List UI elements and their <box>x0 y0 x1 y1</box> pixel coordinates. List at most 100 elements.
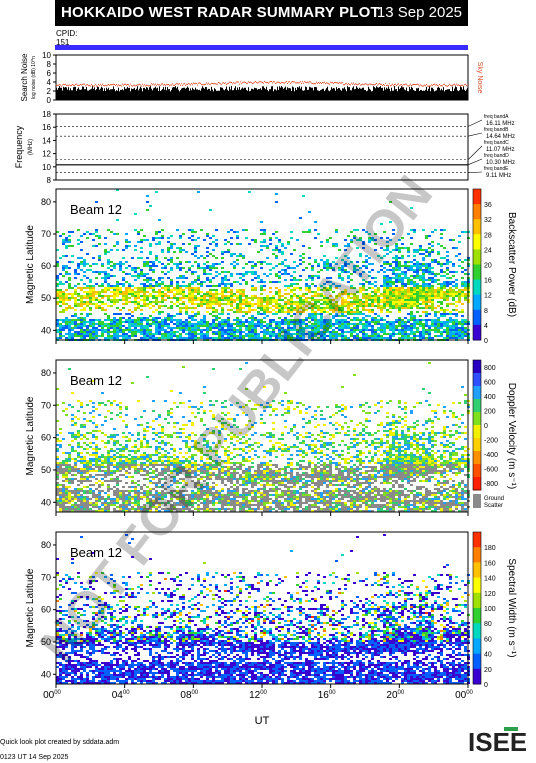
ground-scatter-label-1: Ground <box>484 496 504 502</box>
sky-noise-series <box>56 81 468 87</box>
colorbar-swatch <box>473 219 481 235</box>
freq-band-leader <box>467 119 483 127</box>
colorbar-swatch <box>473 638 481 655</box>
colorbar-label: Doppler Velocity (m s⁻¹) <box>506 383 517 489</box>
ut-tick-label: 0400 <box>112 690 130 701</box>
ut-tick-label: 0800 <box>180 690 198 701</box>
freq-band-name: freq bandC <box>484 140 509 146</box>
colorbar-tick-label: -800 <box>484 481 498 488</box>
colorbar-swatch <box>473 294 481 311</box>
freq-band-label: 11.07 MHz <box>486 147 515 153</box>
colorbar-tick-label: 400 <box>484 394 496 401</box>
lat-ytick-label: 70 <box>41 400 51 410</box>
noise-ytick-label: 0 <box>47 96 52 105</box>
plot-header: HOKKAIDO WEST RADAR SUMMARY PLOT 13 Sep … <box>55 0 468 26</box>
freq-band-name: freq bandE <box>484 166 509 172</box>
ground-scatter-swatch <box>473 494 481 508</box>
colorbar-swatch <box>473 412 481 426</box>
freq-ytick-label: 12 <box>42 150 51 159</box>
rti-cells <box>56 191 470 341</box>
noise-ytick-label: 6 <box>47 69 52 78</box>
freq-ylabel: Frequency <box>14 125 24 168</box>
lat-ytick-label: 40 <box>41 325 51 335</box>
colorbar-swatch <box>473 438 481 452</box>
colorbar-swatch <box>473 464 481 478</box>
colorbar-tick-label: 0 <box>484 682 488 689</box>
ut-tick-label: 0000 <box>43 690 61 701</box>
rti-cells <box>56 287 470 313</box>
lat-ytick-label: 70 <box>41 229 51 239</box>
noise-ytick-label: 4 <box>47 78 52 87</box>
footer-timestamp: 0123 UT 14 Sep 2025 <box>0 754 69 761</box>
freq-band-name: freq bandA <box>484 114 509 120</box>
lat-ylabel: Magnetic Latitude <box>25 225 36 304</box>
colorbar-tick-label: 24 <box>484 247 492 254</box>
freq-band-leader <box>467 158 483 166</box>
noise-ylabel: Search Noise <box>20 53 29 102</box>
rti-cells <box>56 534 470 684</box>
rti-cells <box>56 572 470 642</box>
lat-ytick-label: 50 <box>41 293 51 303</box>
cpid-value: 151 <box>56 38 70 47</box>
noise-ytick-label: 10 <box>42 51 51 60</box>
colorbar-tick-label: 600 <box>484 380 496 387</box>
rti-panel-power: 40 50 60 70 80 Magnetic Latitude Beam 12 0 4 8 12 1… <box>25 188 517 345</box>
colorbar-tick-label: -200 <box>484 437 498 444</box>
freq-band-name: freq bandB <box>484 127 509 133</box>
lat-ylabel: Magnetic Latitude <box>25 396 36 475</box>
logo-text: ISEE <box>468 727 526 755</box>
colorbar-tick-label: 20 <box>484 263 492 270</box>
lat-ytick-label: 40 <box>41 497 51 507</box>
colorbar-swatch <box>473 234 481 250</box>
colorbar-tick-label: 100 <box>484 606 496 613</box>
colorbar-tick-label: 4 <box>484 323 488 330</box>
freq-band-leader <box>467 171 483 173</box>
freq-band-label: 9.11 MHz <box>486 173 511 179</box>
lat-ytick-label: 60 <box>41 261 51 271</box>
noise-ylabel-sub: log noise (dB) 10^n <box>31 56 37 99</box>
noise-ytick-label: 2 <box>47 87 52 96</box>
rti-cells <box>56 362 470 512</box>
freq-band-leader <box>467 132 483 137</box>
rti-cells <box>56 562 467 642</box>
frequency-frame <box>55 113 469 181</box>
colorbar-tick-label: 40 <box>484 652 492 659</box>
freq-ylabel-sub: (MHz) <box>28 139 34 155</box>
colorbar-tick-label: 0 <box>484 338 488 345</box>
ground-scatter-label-2: Scatter <box>484 503 503 509</box>
colorbar-swatch <box>473 373 481 387</box>
colorbar-frame <box>472 359 482 491</box>
colorbar-tick-label: 160 <box>484 560 496 567</box>
beam-label: Beam 12 <box>70 202 122 217</box>
colorbar-tick-label: -400 <box>484 452 498 459</box>
freq-ytick-label: 16 <box>42 123 51 132</box>
isee-logo: ISEE <box>468 727 526 755</box>
freq-band-label: 10.30 MHz <box>486 160 515 166</box>
lat-ytick-label: 80 <box>41 368 51 378</box>
colorbar-tick-label: 200 <box>484 409 496 416</box>
lat-ytick-label: 70 <box>41 572 51 582</box>
freq-ytick-label: 18 <box>42 110 51 119</box>
colorbar-tick-label: 800 <box>484 365 496 372</box>
colorbar-swatch <box>473 592 481 609</box>
colorbar-tick-label: 60 <box>484 636 492 643</box>
colorbar-swatch <box>473 577 481 594</box>
rti-cells <box>56 287 470 313</box>
footer-created: Quick look plot created by sddata.adm <box>0 739 120 746</box>
cpid-label: CPID: <box>56 29 78 38</box>
lat-ylabel: Magnetic Latitude <box>25 568 36 647</box>
colorbar-swatch <box>473 204 481 220</box>
beam-label: Beam 12 <box>70 373 122 388</box>
freq-ytick-label: 8 <box>47 176 52 185</box>
cpid-block: CPID: 151 <box>56 29 77 47</box>
colorbar-swatch <box>473 189 481 205</box>
rti-cells <box>56 368 470 512</box>
rti-cells <box>56 464 470 512</box>
colorbar-tick-label: 12 <box>484 293 492 300</box>
freq-band-label: 14.64 MHz <box>486 134 515 140</box>
colorbar-swatch <box>473 279 481 296</box>
colorbar-swatch <box>473 547 481 563</box>
